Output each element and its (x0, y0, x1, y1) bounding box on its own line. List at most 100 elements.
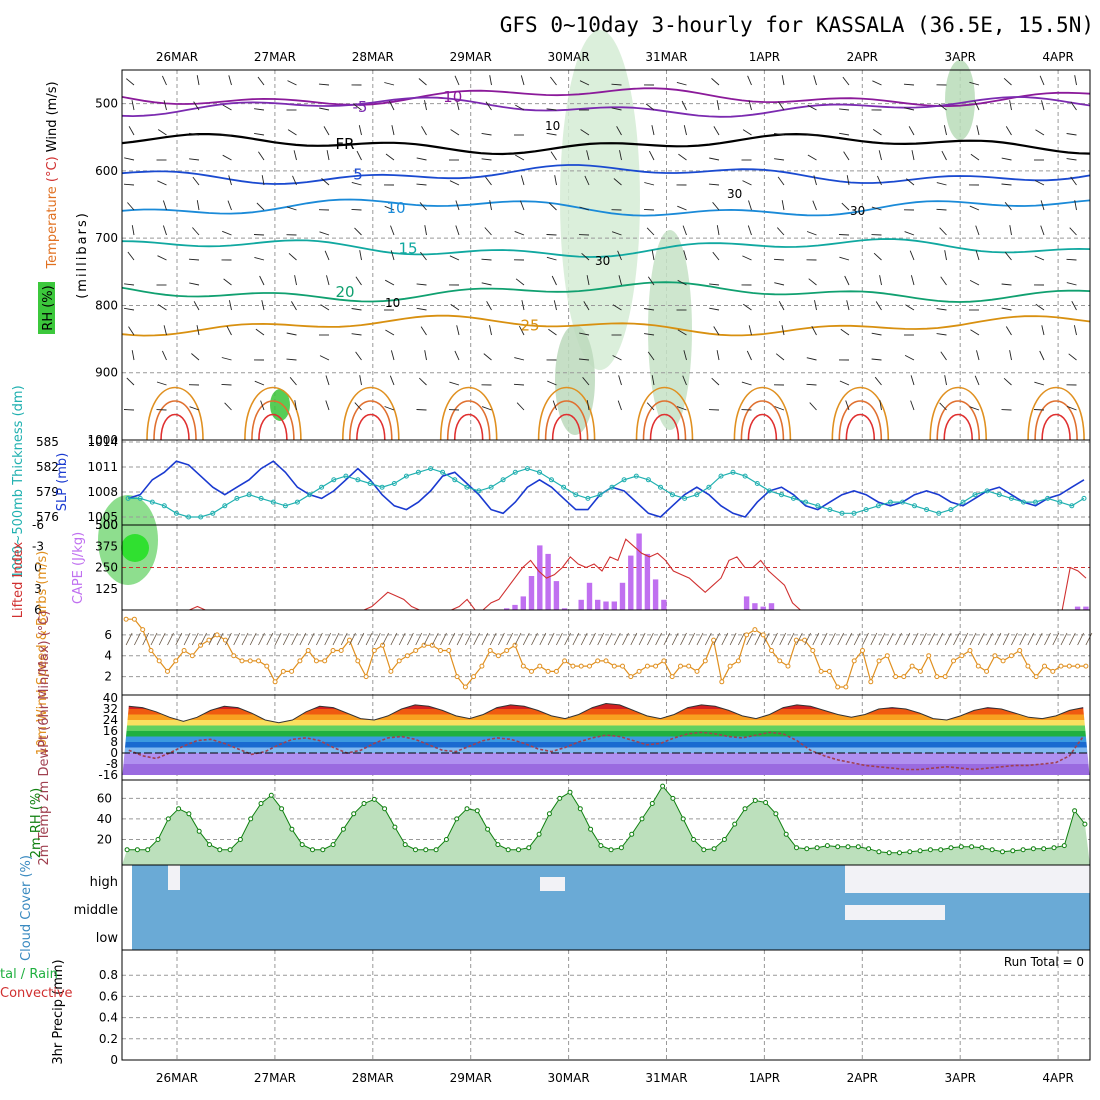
isotherm-label: -10 (438, 88, 463, 106)
isotherm-label: FR (335, 135, 354, 153)
wind-barb-10m (175, 632, 183, 646)
wind-barb (489, 200, 492, 211)
rh-point (464, 806, 470, 812)
wind-barb (646, 227, 655, 236)
rh-shading (648, 230, 692, 430)
wind-barb (613, 178, 622, 186)
warm-contour (544, 400, 589, 441)
rh-point (835, 844, 841, 850)
wind-speed-point (198, 642, 204, 648)
wind-barb (384, 205, 395, 211)
wind-barb-10m (572, 632, 580, 646)
wind-speed-point (578, 663, 584, 669)
rh-point (711, 846, 717, 852)
wind-barb (813, 75, 817, 86)
slp-tick-label: 1014 (87, 435, 118, 449)
wind-barb (874, 376, 882, 386)
wind-barb-10m (158, 632, 166, 646)
rh-point (1000, 849, 1005, 855)
wind-barb (416, 409, 427, 411)
wind-barb-10m (547, 632, 555, 646)
wind-barb (676, 406, 687, 411)
rh-point (361, 801, 367, 806)
wind-barb (546, 132, 557, 136)
wind-barb-10m (804, 632, 811, 646)
wind-barb (1070, 176, 1077, 186)
rh-point (824, 843, 830, 849)
wind-barb (582, 377, 590, 386)
wind-barb (611, 83, 622, 86)
wind-speed-point (313, 658, 319, 664)
rh-point (814, 845, 820, 851)
wind-speed-point (189, 653, 195, 659)
rh-point (969, 844, 975, 850)
wind-barb (681, 100, 687, 111)
precip-convective-label: Convective (0, 986, 73, 1001)
wind-speed-point (603, 658, 609, 664)
wind-barb (1071, 300, 1077, 311)
warm-contour (439, 386, 498, 441)
wind-barb (224, 402, 232, 411)
wind-barb (712, 251, 720, 261)
wind-barb (124, 307, 135, 311)
wind-barb (806, 383, 817, 386)
thickness-point (428, 466, 434, 472)
rh-point (701, 847, 707, 853)
warm-contour (943, 413, 973, 441)
thickness-point (1008, 495, 1014, 501)
wind-barb-10m (1035, 632, 1043, 646)
thickness-tick-label: 576 (36, 510, 59, 524)
pressure-tick-label: 800 (95, 298, 118, 312)
rh-point (989, 847, 995, 853)
chart-title: GFS 0~10day 3-hourly for KASSALA (36.5E,… (500, 13, 1094, 37)
wind-barb (255, 328, 265, 336)
wind-barb-10m (564, 632, 571, 646)
warm-contour (747, 413, 778, 441)
wind-barb (456, 325, 460, 336)
wind-barb (286, 332, 297, 336)
wind-barb-10m (936, 632, 944, 646)
wind-barb (456, 100, 460, 111)
wind-speed-point (735, 658, 741, 664)
wind-tick-label: 6 (104, 628, 112, 642)
wind-barb (416, 157, 427, 161)
cape-bar (595, 599, 601, 610)
precip-tick-label: 0 (110, 1053, 118, 1067)
wind-barb-10m (481, 632, 489, 646)
wind-speed-point (214, 632, 220, 638)
thickness-point (948, 507, 954, 513)
wind-barb (612, 355, 622, 361)
wind-barb (449, 381, 460, 386)
wind-speed-point (934, 674, 940, 680)
wind-barb (644, 333, 655, 336)
wind-barb (807, 154, 817, 161)
wind-barb (455, 200, 460, 211)
rh-point (165, 816, 171, 822)
wind-barb (221, 383, 232, 386)
wind-barb (193, 101, 200, 111)
wind-barb-10m (787, 632, 795, 646)
wind-speed-point (1000, 658, 1006, 664)
rh-contour-label: 10 (545, 119, 560, 133)
cape-bar (545, 553, 551, 610)
wind-barb (611, 231, 622, 236)
wind-barb (879, 275, 882, 286)
wind-barb-10m (862, 632, 869, 646)
wind-speed-point (363, 674, 369, 680)
wind-barb (486, 301, 492, 311)
temp-band (122, 703, 1090, 709)
wind-speed-point (173, 658, 179, 664)
rh-shading (270, 389, 290, 421)
wind-barb (416, 183, 427, 186)
rh-legend-swatch (38, 282, 55, 334)
wind-barb (188, 258, 200, 261)
wind-barb (161, 350, 167, 361)
wind-barb (911, 150, 915, 161)
precip-tick-label: 0.4 (99, 1011, 118, 1025)
wind-barb (1005, 326, 1012, 336)
wind-barb (938, 103, 947, 111)
warm-contour (831, 386, 890, 441)
wind-barb (1034, 255, 1045, 261)
wind-barb-10m (332, 632, 340, 646)
wind-barb (516, 402, 525, 411)
